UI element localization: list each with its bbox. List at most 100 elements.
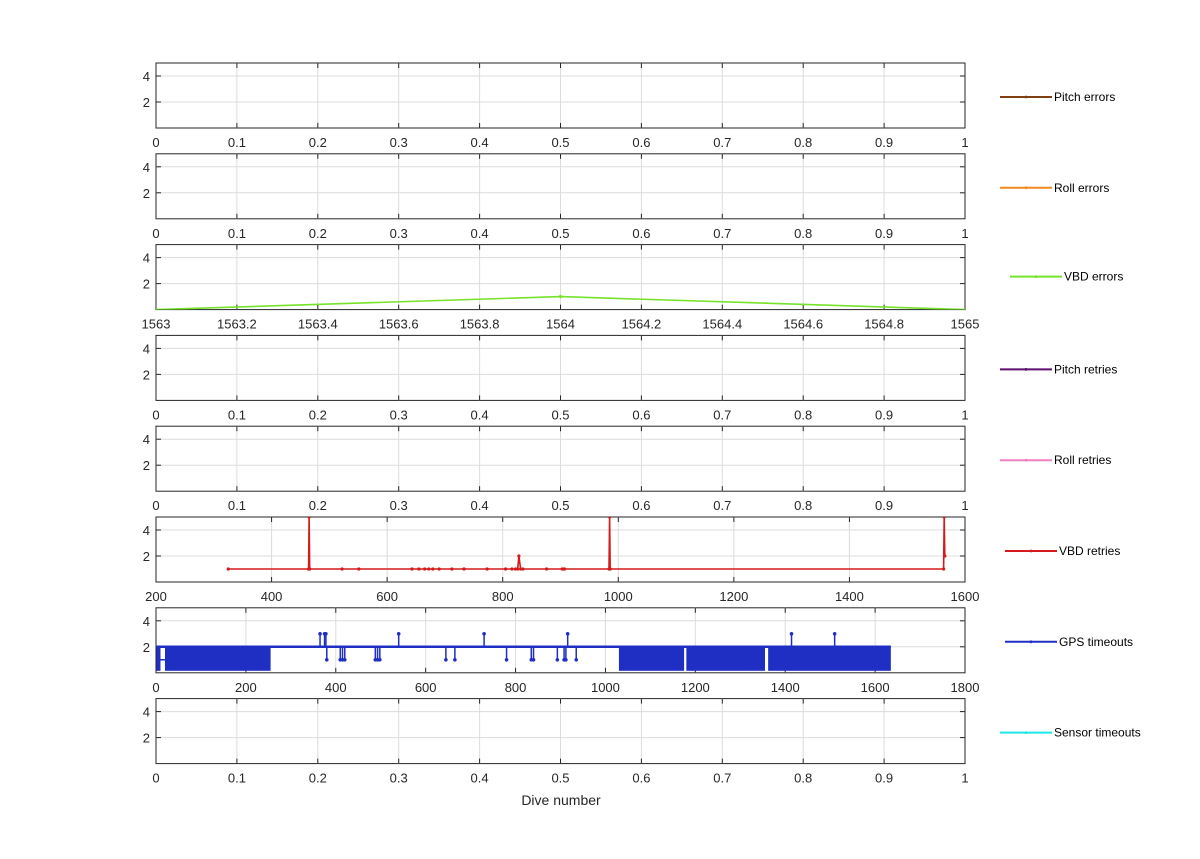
data-point — [558, 295, 563, 299]
legend-label: Pitch retries — [1054, 362, 1117, 376]
x-tick-label: 0.8 — [794, 135, 812, 150]
x-tick-label: 0.9 — [875, 498, 893, 513]
x-tick-label: 0 — [152, 771, 159, 786]
x-tick-label: 0.2 — [309, 226, 327, 241]
y-tick-label: 2 — [143, 95, 150, 110]
x-tick-label: 1564.4 — [702, 317, 742, 332]
plot-area — [226, 517, 947, 571]
y-tick-label: 4 — [143, 705, 150, 720]
x-tick-label: 0.1 — [228, 135, 246, 150]
data-point — [832, 632, 837, 636]
data-point — [482, 632, 486, 636]
series-dense-band — [164, 646, 271, 671]
data-point — [342, 658, 347, 662]
series-dense-band — [768, 646, 891, 671]
data-point — [516, 567, 520, 571]
data-point — [513, 567, 518, 571]
subplot-3: 1563 1563.2 1563.4 1563.6 1563.8 1564 1564.2 15… — [142, 244, 1123, 332]
x-tick-label: 1 — [961, 135, 968, 150]
x-tick-label: 1 — [961, 226, 968, 241]
x-tick-label: 0.2 — [309, 135, 327, 150]
x-tick-label: 1563.8 — [460, 317, 500, 332]
data-point — [789, 632, 794, 636]
y-tick-label: 2 — [143, 731, 150, 746]
x-tick-label: 0.8 — [794, 771, 812, 786]
y-tick-label: 4 — [143, 432, 150, 447]
x-tick-label: 0.6 — [632, 407, 650, 422]
x-tick-label: 0.1 — [228, 226, 246, 241]
data-point — [555, 658, 560, 662]
x-tick-label: 0.3 — [390, 226, 408, 241]
data-point — [574, 658, 579, 662]
x-tick-label: 0.8 — [794, 407, 812, 422]
data-point — [307, 517, 311, 519]
x-tick-label: 0.7 — [713, 498, 731, 513]
x-tick-label: 0.7 — [713, 407, 731, 422]
y-tick-label: 4 — [143, 614, 150, 629]
x-tick-label: 0 — [152, 498, 159, 513]
y-tick-label: 4 — [143, 251, 150, 266]
data-point — [324, 658, 329, 662]
x-tick-label: 0.7 — [713, 226, 731, 241]
legend-marker — [1024, 95, 1028, 99]
x-tick-label: 0.5 — [551, 226, 569, 241]
x-tick-label: 0.5 — [551, 498, 569, 513]
x-tick-label: 0.9 — [875, 226, 893, 241]
x-tick-label: 0 — [152, 135, 159, 150]
x-tick-label: 0.6 — [632, 226, 650, 241]
data-point — [485, 567, 489, 571]
legend: Pitch errors — [1000, 90, 1115, 104]
subplot-7: 0 200 400 600 800 1000 1200 1400 1600 1800 2 4 GPS t… — [143, 607, 1133, 695]
x-tick-label: 1564.6 — [783, 317, 823, 332]
x-tick-label: 800 — [492, 589, 514, 604]
legend-marker — [1029, 640, 1033, 644]
x-tick-label: 0 — [152, 407, 159, 422]
y-tick-label: 2 — [143, 458, 150, 473]
x-tick-label: 0.4 — [471, 135, 489, 150]
series-dense-band — [686, 646, 765, 671]
x-tick-label: 1600 — [861, 680, 890, 695]
y-tick-label: 4 — [143, 69, 150, 84]
legend-label: Sensor timeouts — [1054, 726, 1141, 740]
data-point — [521, 567, 525, 571]
x-tick-label: 1563.4 — [298, 317, 338, 332]
data-point — [357, 567, 361, 571]
y-tick-label: 4 — [143, 341, 150, 356]
legend-label: GPS timeouts — [1059, 635, 1133, 649]
x-tick-label: 1563.6 — [379, 317, 419, 332]
data-point — [519, 567, 523, 571]
data-point — [517, 554, 521, 558]
x-tick-label: 0.1 — [228, 771, 246, 786]
data-point — [942, 567, 946, 571]
x-tick-label: 1200 — [681, 680, 710, 695]
data-point — [444, 658, 448, 662]
y-tick-label: 2 — [143, 367, 150, 382]
data-point — [545, 567, 549, 571]
x-tick-label: 0.9 — [875, 135, 893, 150]
legend-label: Roll errors — [1054, 181, 1109, 195]
plot-area — [156, 295, 965, 310]
data-point — [226, 567, 230, 571]
data-point — [504, 567, 508, 571]
subplot-2: 0 0.1 0.2 0.3 0.4 0.5 0.6 0.7 0.8 0.9 1 2 4 Roll erro… — [143, 153, 1109, 241]
legend-marker — [1034, 275, 1038, 278]
data-point — [396, 632, 401, 636]
data-point — [531, 658, 536, 662]
x-tick-label: 0 — [152, 680, 159, 695]
x-tick-label: 600 — [415, 680, 437, 695]
x-tick-label: 0.8 — [794, 226, 812, 241]
x-tick-label: 0 — [152, 226, 159, 241]
data-point — [565, 632, 570, 636]
legend-marker — [1024, 368, 1028, 371]
x-tick-label: 1200 — [719, 589, 748, 604]
x-tick-label: 0.3 — [390, 771, 408, 786]
legend: VBD errors — [1010, 270, 1123, 284]
x-tick-label: 1000 — [604, 589, 633, 604]
data-point — [504, 658, 509, 662]
x-tick-label: 600 — [376, 589, 398, 604]
x-tick-label: 0.3 — [390, 135, 408, 150]
data-point — [378, 658, 382, 662]
x-tick-label: 1564.2 — [622, 317, 662, 332]
x-tick-label: 0.6 — [632, 135, 650, 150]
